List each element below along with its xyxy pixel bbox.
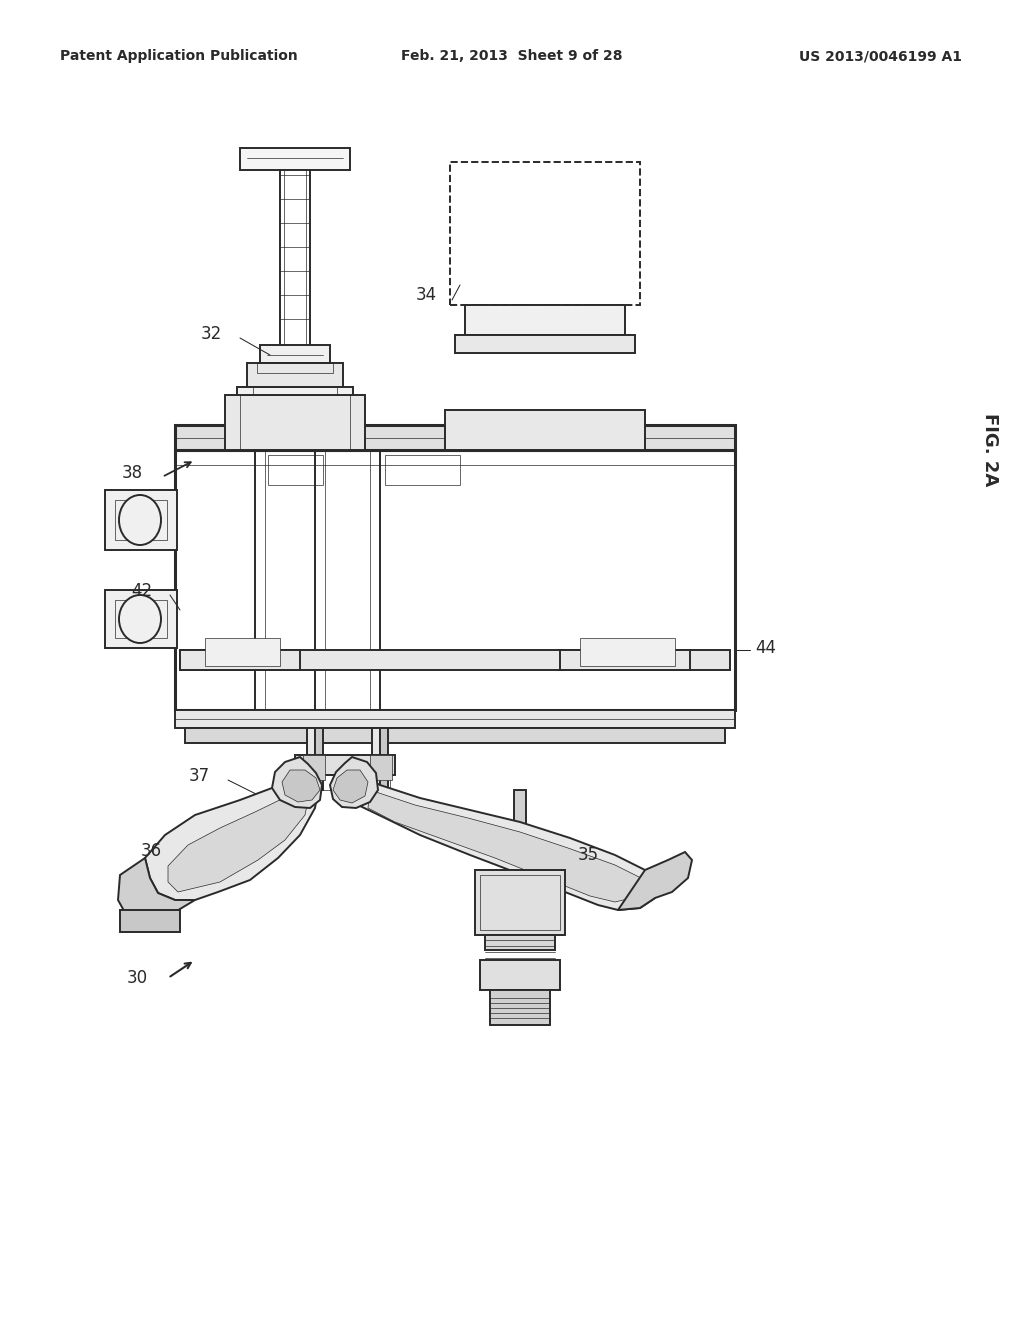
- Bar: [514, 789, 526, 870]
- Polygon shape: [618, 851, 692, 909]
- Polygon shape: [118, 858, 195, 920]
- Bar: [303, 755, 325, 780]
- Bar: [295, 755, 395, 775]
- Bar: [300, 775, 390, 789]
- Bar: [175, 425, 735, 450]
- Polygon shape: [358, 775, 660, 909]
- Polygon shape: [330, 756, 378, 808]
- Bar: [480, 875, 560, 931]
- Bar: [475, 870, 565, 935]
- Text: 42: 42: [131, 582, 152, 601]
- Bar: [268, 455, 323, 484]
- Bar: [445, 411, 645, 450]
- Bar: [370, 755, 392, 780]
- Bar: [180, 649, 730, 671]
- Polygon shape: [368, 789, 645, 902]
- Bar: [115, 500, 167, 540]
- Text: 35: 35: [578, 846, 599, 865]
- Bar: [580, 638, 675, 667]
- Bar: [240, 395, 350, 450]
- Ellipse shape: [119, 495, 161, 545]
- Bar: [225, 395, 365, 450]
- Text: Feb. 21, 2013  Sheet 9 of 28: Feb. 21, 2013 Sheet 9 of 28: [401, 49, 623, 63]
- Text: 30: 30: [127, 969, 148, 987]
- Bar: [240, 148, 350, 170]
- Text: 32: 32: [201, 325, 222, 343]
- Bar: [372, 729, 380, 789]
- Bar: [115, 601, 167, 638]
- Bar: [307, 729, 315, 789]
- Bar: [480, 960, 560, 990]
- Polygon shape: [168, 795, 308, 892]
- Bar: [315, 729, 323, 789]
- Bar: [465, 305, 625, 335]
- Bar: [485, 935, 555, 950]
- Bar: [253, 387, 337, 397]
- Text: US 2013/0046199 A1: US 2013/0046199 A1: [799, 49, 962, 63]
- Text: 37: 37: [188, 767, 210, 785]
- Bar: [175, 450, 735, 710]
- Polygon shape: [282, 770, 319, 803]
- Polygon shape: [272, 756, 322, 808]
- Bar: [185, 729, 725, 743]
- Bar: [230, 405, 360, 422]
- Bar: [180, 649, 300, 671]
- Text: 38: 38: [122, 465, 143, 482]
- Bar: [175, 710, 735, 729]
- Bar: [455, 335, 635, 352]
- Text: 44: 44: [755, 639, 776, 657]
- Text: FIG. 2A: FIG. 2A: [981, 413, 999, 487]
- Bar: [105, 590, 177, 648]
- Bar: [205, 638, 280, 667]
- Text: Patent Application Publication: Patent Application Publication: [60, 49, 298, 63]
- Bar: [490, 990, 550, 1026]
- Bar: [450, 162, 640, 305]
- Ellipse shape: [119, 595, 161, 643]
- Polygon shape: [333, 770, 368, 803]
- Bar: [245, 422, 345, 436]
- Bar: [560, 649, 690, 671]
- Bar: [385, 455, 460, 484]
- Bar: [247, 363, 343, 387]
- Bar: [257, 363, 333, 374]
- Bar: [380, 729, 388, 789]
- Text: 34: 34: [416, 286, 437, 304]
- Bar: [237, 387, 353, 405]
- Text: 36: 36: [141, 842, 162, 861]
- Bar: [120, 909, 180, 932]
- Polygon shape: [145, 775, 318, 900]
- Bar: [260, 345, 330, 363]
- Bar: [105, 490, 177, 550]
